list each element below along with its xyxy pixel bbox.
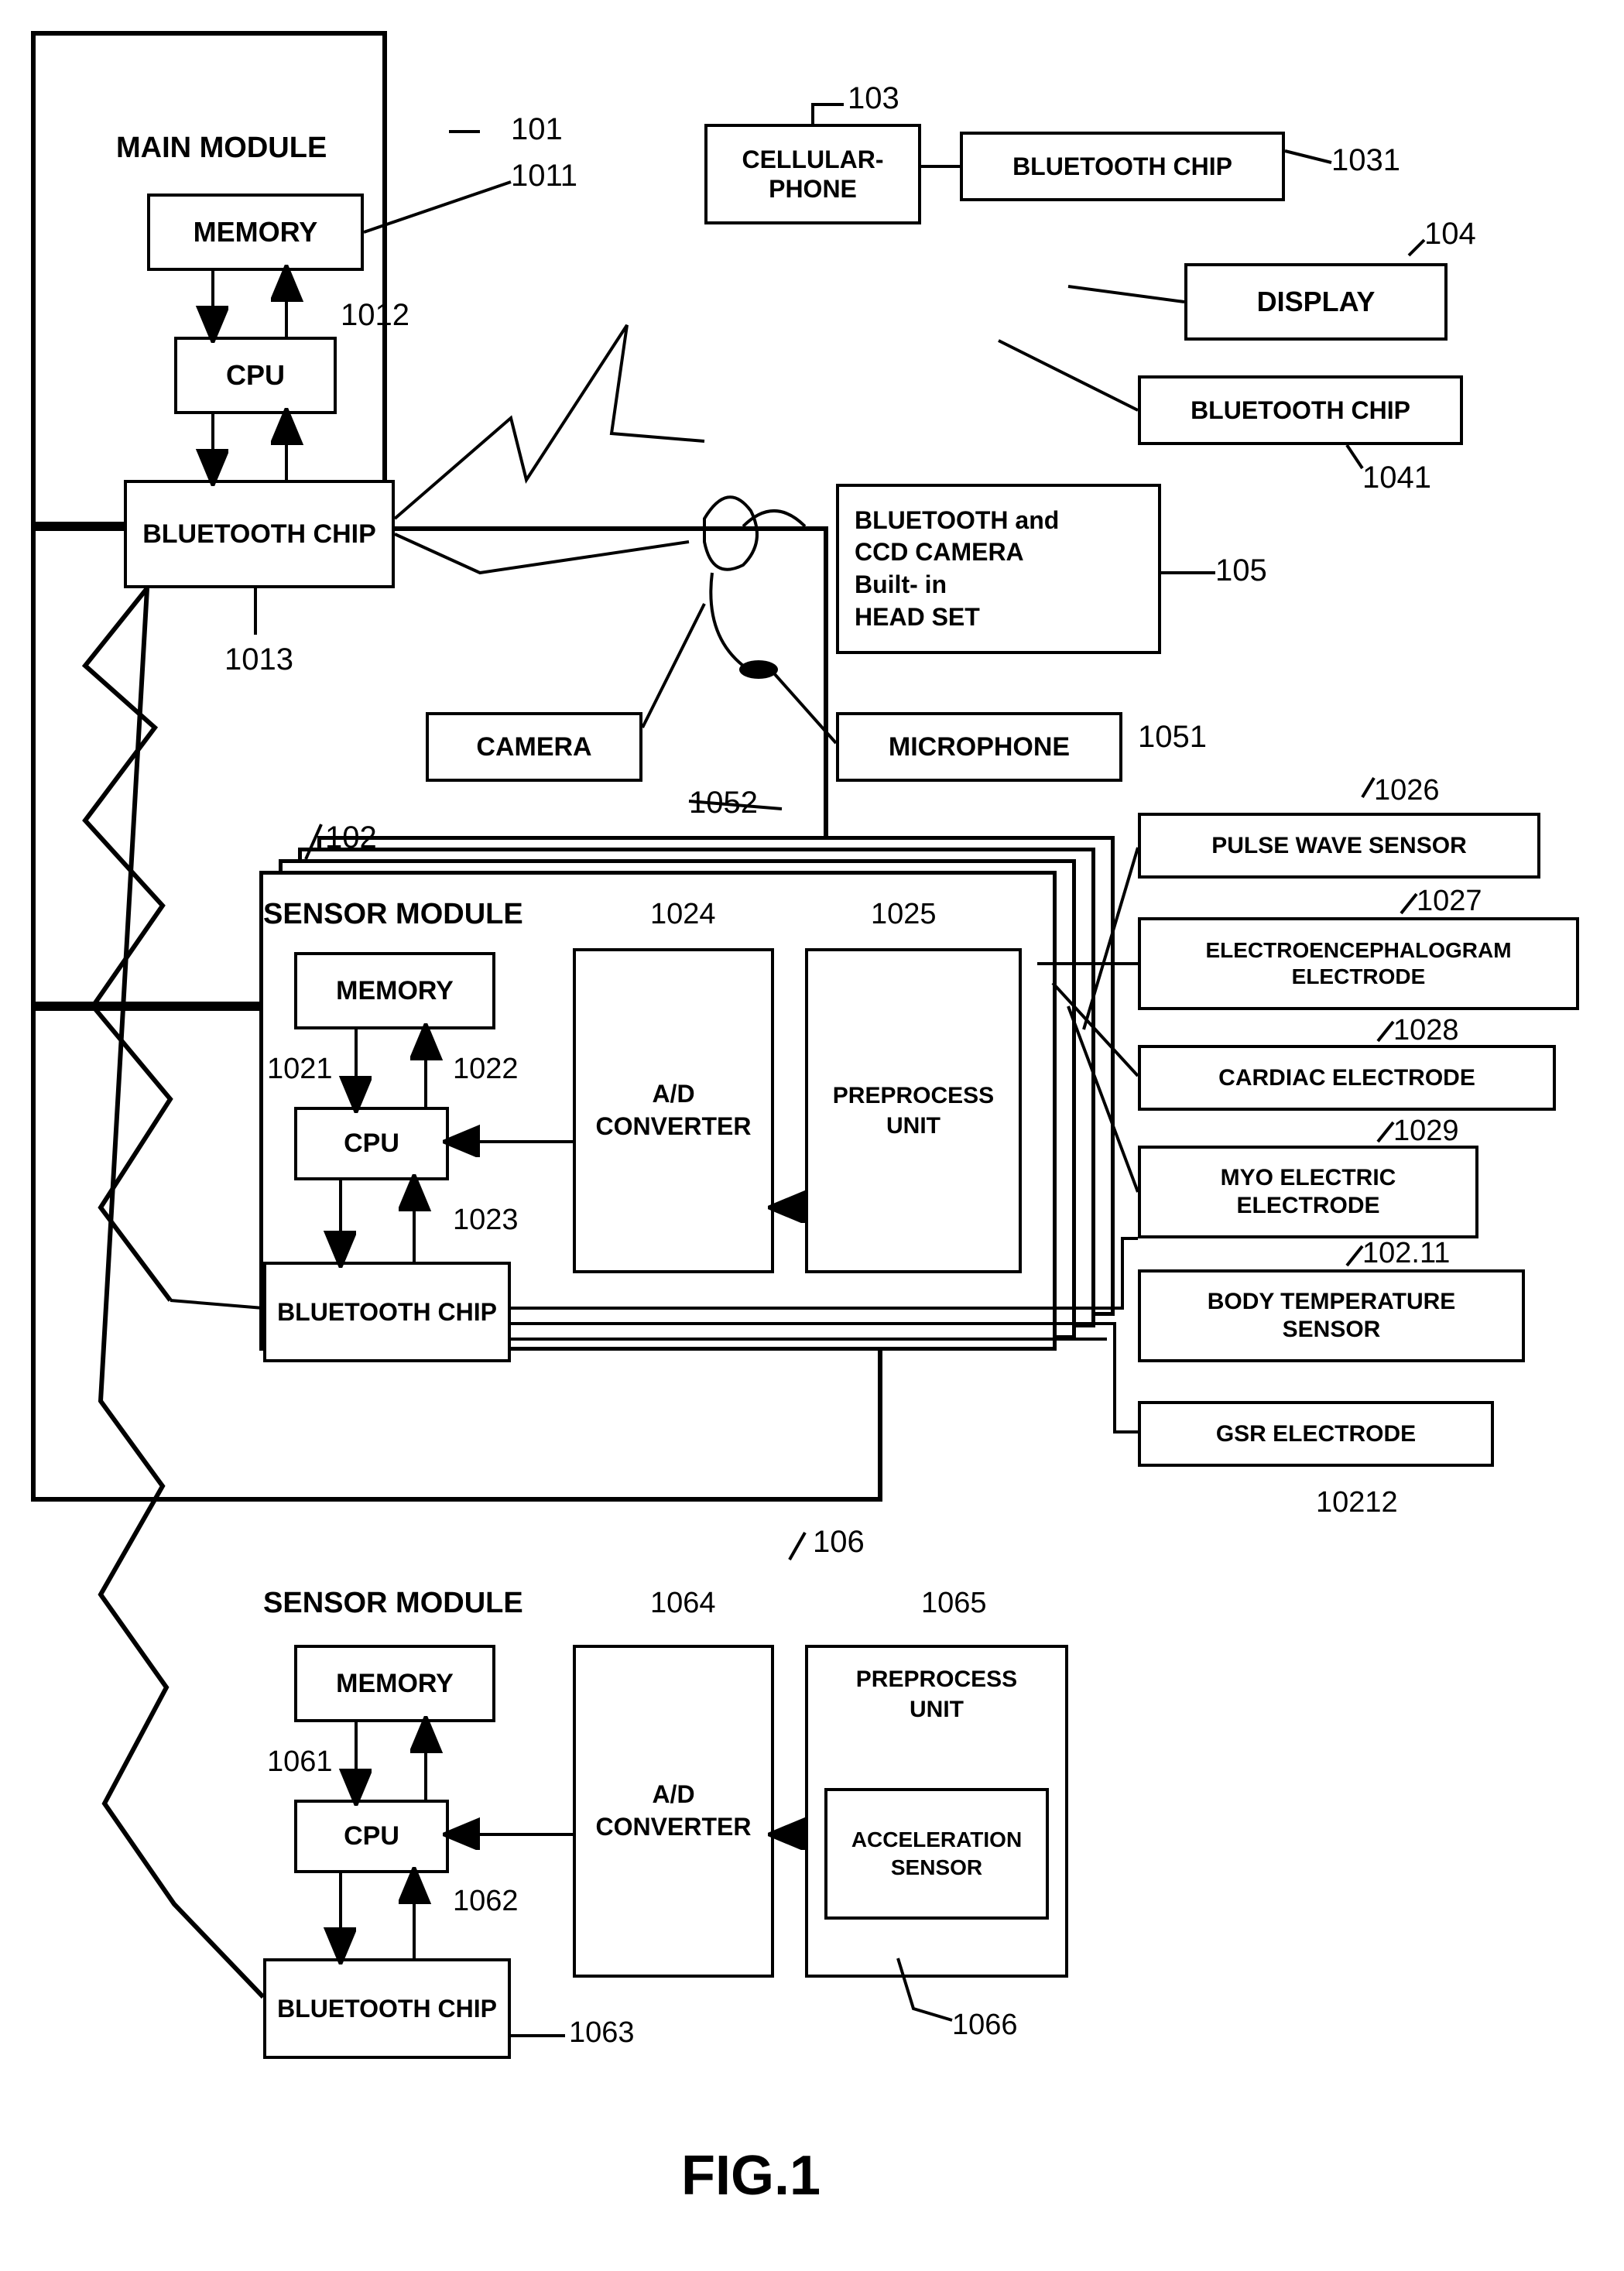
sm2-preprocess-title: PREPROCESS UNIT <box>844 1664 1030 1725</box>
eeg-box: ELECTROENCEPHALOGRAM ELECTRODE <box>1138 917 1579 1010</box>
sm1-cpu-label: CPU <box>344 1129 399 1159</box>
main-bt-box: BLUETOOTH CHIP <box>124 480 395 588</box>
headset-label: BLUETOOTH and CCD CAMERA Built- in HEAD … <box>855 505 1059 633</box>
gsr-box: GSR ELECTRODE <box>1138 1401 1494 1467</box>
pulse-sensor-label: PULSE WAVE SENSOR <box>1211 833 1467 859</box>
sm1-memory-ref: 1021 <box>267 1053 333 1086</box>
sensor-module-2-ref: 106 <box>813 1525 865 1560</box>
gsr-label: GSR ELECTRODE <box>1216 1421 1416 1447</box>
sm1-memory-label: MEMORY <box>336 976 454 1006</box>
sm2-bt-ref: 1063 <box>569 2016 635 2050</box>
eeg-label: ELECTROENCEPHALOGRAM ELECTRODE <box>1205 937 1511 989</box>
camera-box: CAMERA <box>426 712 642 782</box>
sensor-module-1-ref: 102 <box>325 820 377 855</box>
headset-box: BLUETOOTH and CCD CAMERA Built- in HEAD … <box>836 484 1161 654</box>
sm1-ad-ref: 1024 <box>650 898 716 931</box>
headset-ref: 105 <box>1215 553 1267 588</box>
sm2-preprocess-ref: 1065 <box>921 1587 987 1620</box>
display-bt-box: BLUETOOTH CHIP <box>1138 375 1463 445</box>
display-bt-label: BLUETOOTH CHIP <box>1191 396 1410 425</box>
main-memory-label: MEMORY <box>194 216 318 248</box>
main-module-ref: 101 <box>511 112 563 147</box>
microphone-box: MICROPHONE <box>836 712 1122 782</box>
sm1-bt-label: BLUETOOTH CHIP <box>277 1297 497 1327</box>
cellular-bt-label: BLUETOOTH CHIP <box>1012 152 1232 181</box>
main-bt-ref: 1013 <box>224 642 293 677</box>
sm2-memory-box: MEMORY <box>294 1645 495 1722</box>
sm2-accel-box: ACCELERATION SENSOR <box>824 1788 1049 1920</box>
microphone-label: MICROPHONE <box>889 732 1070 762</box>
sm1-ad-label: A/D CONVERTER <box>596 1078 752 1142</box>
sm1-preprocess-label: PREPROCESS UNIT <box>833 1081 994 1141</box>
sm1-bt-box: BLUETOOTH CHIP <box>263 1262 511 1362</box>
diagram-root: MAIN MODULE 101 MEMORY 1011 CPU 1012 BLU… <box>31 31 1593 2240</box>
temp-label: BODY TEMPERATURE SENSOR <box>1208 1288 1456 1344</box>
myo-ref: 1029 <box>1393 1115 1459 1148</box>
main-module-title: MAIN MODULE <box>116 132 327 165</box>
main-bt-label: BLUETOOTH CHIP <box>142 519 376 550</box>
display-ref: 104 <box>1424 217 1476 252</box>
cellular-label: CELLULAR- PHONE <box>742 145 883 204</box>
sm1-cpu-box: CPU <box>294 1107 449 1180</box>
cardiac-box: CARDIAC ELECTRODE <box>1138 1045 1556 1111</box>
sm1-preprocess-ref: 1025 <box>871 898 937 931</box>
sm2-cpu-ref: 1062 <box>453 1885 519 1918</box>
microphone-ref: 1051 <box>1138 720 1207 755</box>
sensor-module-1-title: SENSOR MODULE <box>263 898 523 931</box>
sm2-ad-ref: 1064 <box>650 1587 716 1620</box>
cardiac-ref: 1028 <box>1393 1014 1459 1047</box>
gsr-ref: 10212 <box>1316 1486 1398 1519</box>
sm1-preprocess-box: PREPROCESS UNIT <box>805 948 1022 1273</box>
temp-box: BODY TEMPERATURE SENSOR <box>1138 1269 1525 1362</box>
main-cpu-ref: 1012 <box>341 298 409 333</box>
main-module <box>31 31 387 526</box>
eeg-ref: 1027 <box>1417 885 1482 918</box>
sm2-cpu-label: CPU <box>344 1821 399 1851</box>
cardiac-label: CARDIAC ELECTRODE <box>1218 1065 1475 1091</box>
sm1-cpu-ref: 1022 <box>453 1053 519 1086</box>
sm2-ad-box: A/D CONVERTER <box>573 1645 774 1978</box>
main-memory-box: MEMORY <box>147 194 364 271</box>
sm2-ad-label: A/D CONVERTER <box>596 1779 752 1843</box>
cellular-bt-box: BLUETOOTH CHIP <box>960 132 1285 201</box>
camera-label: CAMERA <box>476 732 591 762</box>
figure-title: FIG.1 <box>681 2144 821 2208</box>
cellular-ref: 103 <box>848 81 899 116</box>
sm2-memory-ref: 1061 <box>267 1745 333 1779</box>
main-cpu-label: CPU <box>226 359 285 392</box>
main-memory-ref: 1011 <box>511 159 577 194</box>
pulse-sensor-box: PULSE WAVE SENSOR <box>1138 813 1540 879</box>
myo-box: MYO ELECTRIC ELECTRODE <box>1138 1146 1478 1238</box>
display-bt-ref: 1041 <box>1362 461 1431 495</box>
sm2-memory-label: MEMORY <box>336 1669 454 1699</box>
display-box: DISPLAY <box>1184 263 1448 341</box>
cellular-bt-ref: 1031 <box>1331 143 1400 178</box>
sensor-module-2-title: SENSOR MODULE <box>263 1587 523 1620</box>
sm2-bt-label: BLUETOOTH CHIP <box>277 1994 497 2023</box>
cellular-box: CELLULAR- PHONE <box>704 124 921 224</box>
myo-label: MYO ELECTRIC ELECTRODE <box>1221 1164 1396 1220</box>
pulse-sensor-ref: 1026 <box>1374 774 1440 807</box>
sm1-ad-box: A/D CONVERTER <box>573 948 774 1273</box>
main-cpu-box: CPU <box>174 337 337 414</box>
camera-ref: 1052 <box>689 786 758 820</box>
sm1-bt-ref: 1023 <box>453 1204 519 1237</box>
display-label: DISPLAY <box>1257 286 1376 318</box>
temp-ref: 102.11 <box>1362 1237 1450 1270</box>
sm2-bt-box: BLUETOOTH CHIP <box>263 1958 511 2059</box>
sm2-accel-ref: 1066 <box>952 2009 1018 2042</box>
sm2-accel-label: ACCELERATION SENSOR <box>851 1826 1022 1882</box>
sm1-memory-box: MEMORY <box>294 952 495 1029</box>
sm2-cpu-box: CPU <box>294 1800 449 1873</box>
